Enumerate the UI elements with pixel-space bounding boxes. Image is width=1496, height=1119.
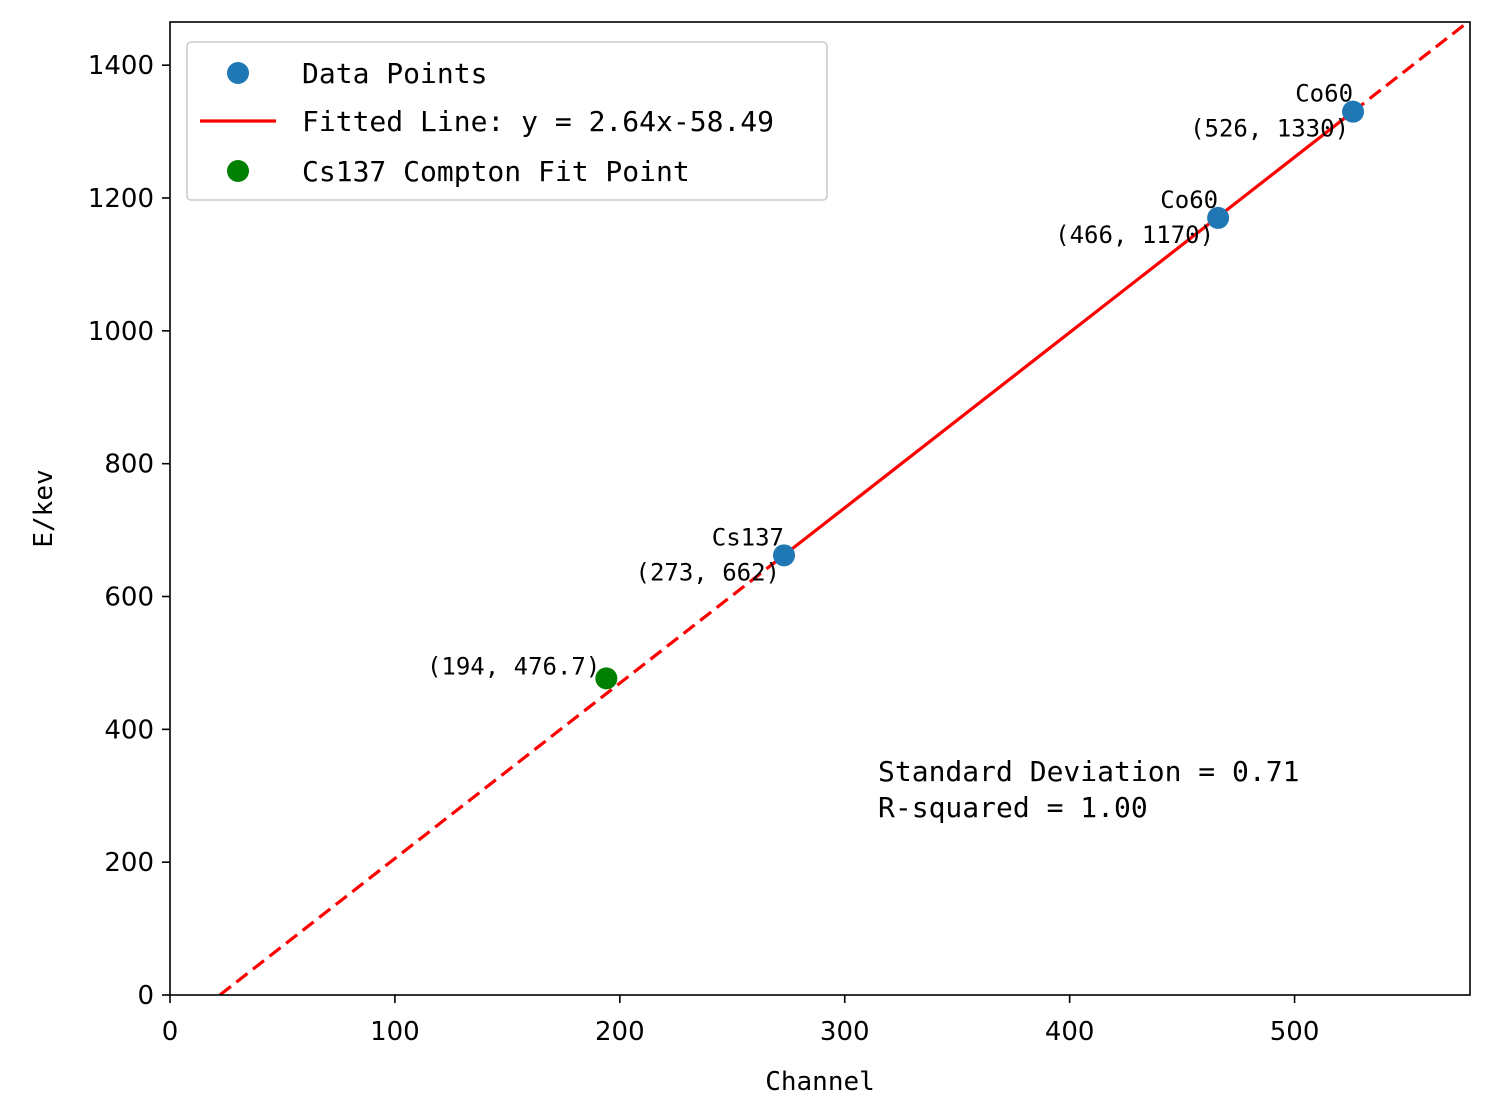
data-point — [773, 544, 796, 567]
x-tick-label: 100 — [370, 1017, 420, 1047]
std-dev-annotation: Standard Deviation = 0.71 — [878, 755, 1299, 788]
legend-entry-label: Data Points — [302, 57, 487, 90]
data-point — [595, 667, 618, 690]
axes-frame — [169, 21, 1471, 996]
legend: Data Points Fitted Line: y = 2.64x-58.49 C… — [186, 41, 828, 201]
x-tick-label: 300 — [820, 1017, 870, 1047]
r-squared-annotation: R-squared = 1.00 — [878, 791, 1148, 824]
y-tick-label: 800 — [104, 450, 154, 480]
y-tick-label: 1200 — [88, 184, 154, 214]
x-axis-label: Channel — [765, 1067, 875, 1097]
y-tick-label: 600 — [104, 583, 154, 613]
x-tick-label: 200 — [595, 1017, 645, 1047]
fit-line-extrapolated-high — [1352, 22, 1470, 113]
point-name-label: Co60 — [1295, 80, 1353, 108]
y-tick-label: 0 — [137, 981, 154, 1011]
x-tick-label: 400 — [1045, 1017, 1095, 1047]
y-tick-label: 200 — [104, 848, 154, 878]
x-tick-label: 0 — [162, 1017, 179, 1047]
point-coord-label: (526, 1330) — [1190, 115, 1349, 143]
legend-box — [186, 41, 828, 201]
legend-marker-swatch — [227, 160, 249, 182]
data-point — [1207, 206, 1230, 229]
data-point — [1342, 100, 1365, 123]
point-name-label: Co60 — [1160, 186, 1218, 214]
y-tick-label: 1000 — [88, 317, 154, 347]
y-tick-label: 1400 — [88, 51, 154, 81]
point-coord-label: (466, 1170) — [1055, 221, 1214, 249]
plot-clipped-group — [218, 22, 1470, 995]
legend-marker-swatch — [227, 62, 249, 84]
fit-line-solid — [783, 110, 1355, 557]
x-tick-label: 500 — [1270, 1017, 1320, 1047]
point-name-label: Cs137 — [712, 523, 784, 551]
fit-line-extrapolated-low — [218, 553, 785, 995]
legend-entry-label: Cs137 Compton Fit Point — [302, 155, 690, 188]
axes: 0 100 200 300 400 500 0 200 400 600 800 1000 1200 140… — [29, 21, 1471, 1097]
legend-entry-label: Fitted Line: y = 2.64x-58.49 — [302, 105, 774, 138]
point-coord-label: (273, 662) — [636, 558, 781, 586]
y-tick-label: 400 — [104, 715, 154, 745]
plot-area: Cs137 (273, 662) Co60 (466, 1170) Co60 (526, … — [218, 22, 1470, 995]
y-axis-label: E/kev — [29, 469, 59, 547]
point-coord-label: (194, 476.7) — [427, 652, 600, 680]
